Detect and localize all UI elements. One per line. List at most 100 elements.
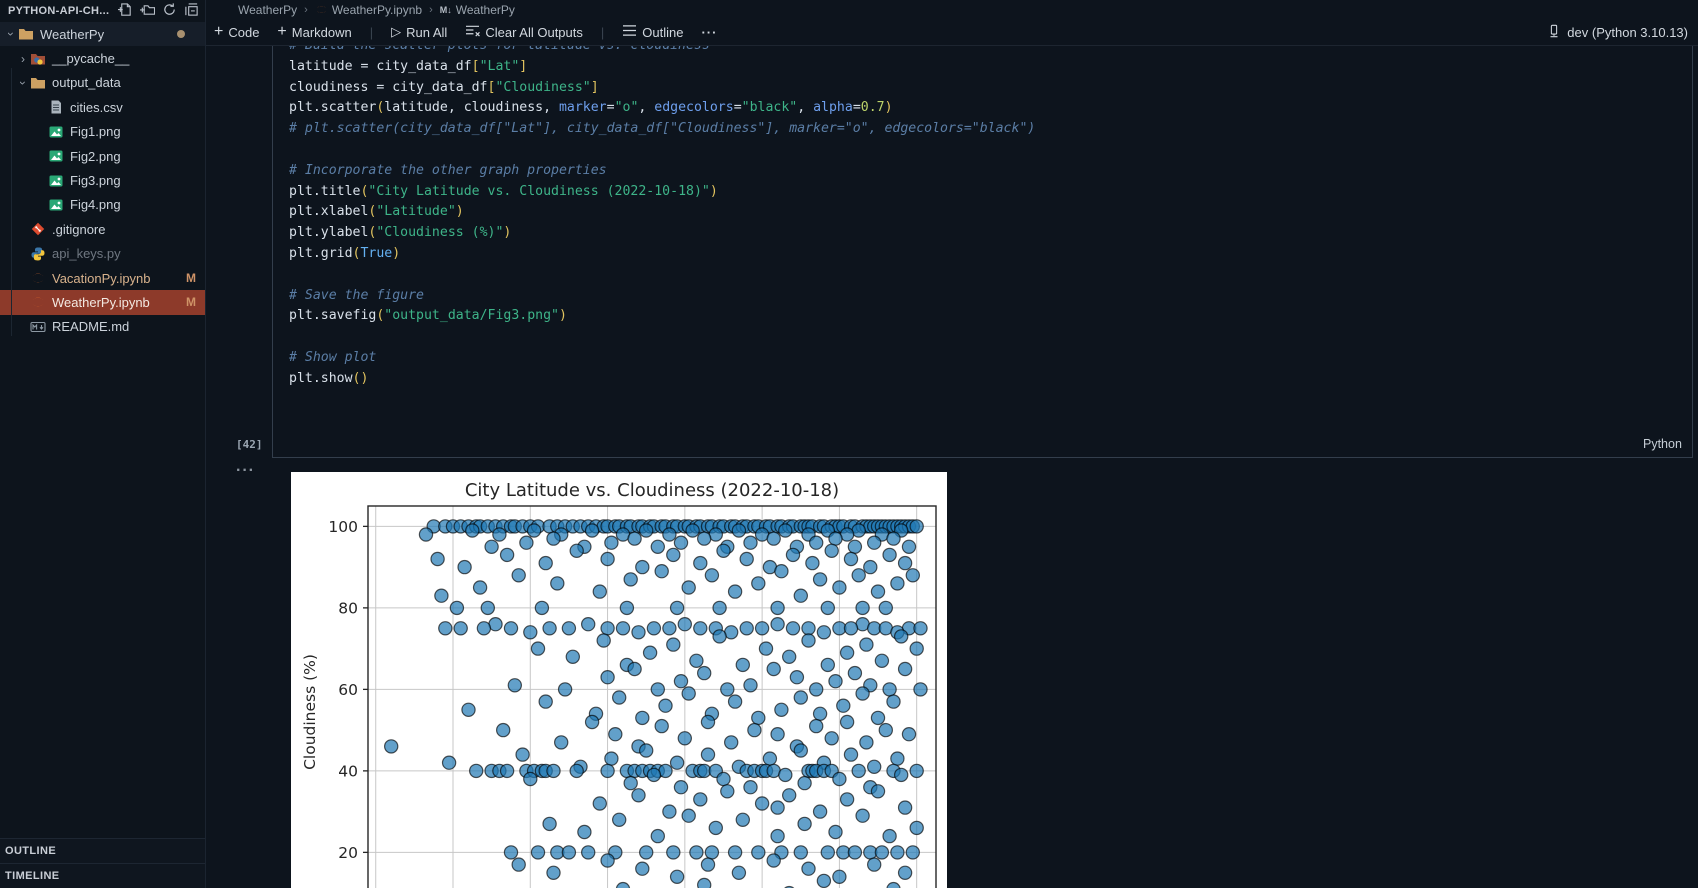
csv-icon xyxy=(48,99,65,115)
collapse-all-icon[interactable] xyxy=(184,2,199,17)
modified-badge: M xyxy=(186,271,196,286)
new-file-icon[interactable] xyxy=(118,2,133,17)
svg-text:60: 60 xyxy=(338,681,358,699)
code-line: plt.title("City Latitude vs. Cloudiness … xyxy=(289,183,718,199)
add-code-label: Code xyxy=(228,24,260,40)
svg-text:20: 20 xyxy=(338,844,358,862)
file-tree-item-fig2-png[interactable]: Fig2.png xyxy=(0,144,205,168)
file-tree-item-weatherpy-ipynb[interactable]: WeatherPy.ipynb M xyxy=(0,290,205,315)
code-line: plt.scatter(latitude, cloudiness, marker… xyxy=(289,100,893,116)
code-line: # plt.scatter(city_data_df["Lat"], city_… xyxy=(289,121,1036,137)
jupyter-icon xyxy=(30,270,47,286)
image-icon xyxy=(48,173,65,189)
file-label: README.md xyxy=(52,319,130,335)
add-markdown-label: Markdown xyxy=(291,24,352,40)
code-line: cloudiness = city_data_df["Cloudiness"] xyxy=(289,79,599,95)
code-cell-editor[interactable]: # Build the scatter plots for latitude v… xyxy=(289,36,1035,390)
file-label: .gitignore xyxy=(52,221,106,237)
indent-guide xyxy=(11,68,12,336)
file-label: Fig2.png xyxy=(70,148,121,164)
file-tree-item-readme-md[interactable]: README.md xyxy=(0,315,205,339)
file-tree-item-api-keys-py[interactable]: api_keys.py xyxy=(0,242,205,266)
plus-icon: + xyxy=(214,23,224,40)
markdown-symbol-icon: M↓ xyxy=(439,4,452,15)
toolbar-divider: | xyxy=(600,24,605,40)
clear-outputs-label: Clear All Outputs xyxy=(485,24,583,40)
jupyter-notebook-icon xyxy=(315,3,328,16)
file-label: output_data xyxy=(52,75,121,91)
execution-count: [42] xyxy=(236,438,263,451)
timeline-section-header[interactable]: TIMELINE xyxy=(0,863,205,888)
file-tree-item--gitignore[interactable]: .gitignore xyxy=(0,217,205,241)
file-tree: › WeatherPy › __pycache__ › output_data cities… xyxy=(0,22,205,339)
notebook-toolbar: + Code + Markdown | ▷ Run All Clear All … xyxy=(206,19,1698,46)
file-label: VacationPy.ipynb xyxy=(52,270,151,286)
jupyter-icon xyxy=(30,294,47,310)
new-folder-icon[interactable] xyxy=(140,2,155,17)
file-tree-item-weatherpy[interactable]: › WeatherPy xyxy=(0,22,205,47)
file-tree-item-output-data[interactable]: › output_data xyxy=(0,71,205,95)
image-icon xyxy=(48,124,65,140)
breadcrumb-separator: › xyxy=(304,3,308,16)
outline-label: Outline xyxy=(642,24,684,40)
add-markdown-cell-button[interactable]: + Markdown xyxy=(277,24,351,40)
code-line: plt.show() xyxy=(289,370,369,386)
markdown-icon xyxy=(30,319,47,335)
notebook-editor: WeatherPy › WeatherPy.ipynb › M↓ Weather… xyxy=(206,0,1698,888)
svg-text:City Latitude vs. Cloudiness (: City Latitude vs. Cloudiness (2022-10-18… xyxy=(465,480,839,501)
folder-icon xyxy=(18,26,35,42)
breadcrumb-file[interactable]: WeatherPy.ipynb xyxy=(331,2,423,17)
svg-text:100: 100 xyxy=(328,518,358,536)
run-all-label: Run All xyxy=(406,24,448,40)
plus-icon: + xyxy=(277,23,287,40)
file-tree-item-fig4-png[interactable]: Fig4.png xyxy=(0,193,205,217)
modified-badge: M xyxy=(186,295,196,310)
chevron-right-icon: › xyxy=(21,51,25,66)
folder-status-dot xyxy=(177,30,185,39)
explorer-header: PYTHON-API-CH... xyxy=(0,0,205,22)
kernel-picker[interactable]: dev (Python 3.10.13) xyxy=(1547,19,1688,46)
breadcrumb-separator: › xyxy=(429,3,433,16)
breadcrumb-folder[interactable]: WeatherPy xyxy=(238,2,298,17)
svg-text:Cloudiness (%): Cloudiness (%) xyxy=(301,654,319,770)
file-tree-item-vacationpy-ipynb[interactable]: VacationPy.ipynb M xyxy=(0,266,205,290)
clear-all-outputs-button[interactable]: Clear All Outputs xyxy=(465,24,583,40)
svg-text:80: 80 xyxy=(338,599,358,617)
chevron-down-icon: › xyxy=(16,80,30,85)
file-tree-item-fig3-png[interactable]: Fig3.png xyxy=(0,168,205,192)
outline-section-header[interactable]: OUTLINE xyxy=(0,838,205,863)
kernel-icon xyxy=(1547,24,1561,41)
code-line: plt.savefig("output_data/Fig3.png") xyxy=(289,308,567,324)
python-icon xyxy=(30,246,47,262)
code-line xyxy=(289,265,1035,286)
image-icon xyxy=(48,148,65,164)
folder-python-icon xyxy=(30,51,47,67)
add-code-cell-button[interactable]: + Code xyxy=(214,24,259,40)
file-tree-item-cities-csv[interactable]: cities.csv xyxy=(0,95,205,119)
file-tree-item--pycache-[interactable]: › __pycache__ xyxy=(0,46,205,70)
run-all-icon: ▷ xyxy=(391,24,402,39)
outline-button[interactable]: Outline xyxy=(622,24,683,40)
refresh-icon[interactable] xyxy=(162,2,177,17)
file-label: Fig3.png xyxy=(70,173,121,189)
file-tree-item-fig1-png[interactable]: Fig1.png xyxy=(0,120,205,144)
git-icon xyxy=(30,221,47,237)
matplotlib-figure-output: 020406080100City Latitude vs. Cloudiness… xyxy=(291,472,947,888)
kernel-label: dev (Python 3.10.13) xyxy=(1567,25,1688,40)
run-all-button[interactable]: ▷ Run All xyxy=(391,24,447,40)
cell-language-picker[interactable]: Python xyxy=(1643,437,1682,451)
file-label: Fig4.png xyxy=(70,197,121,213)
breadcrumb-section[interactable]: WeatherPy xyxy=(455,2,515,17)
file-label: WeatherPy.ipynb xyxy=(52,294,150,310)
output-options-button[interactable]: ··· xyxy=(236,462,255,479)
file-label: WeatherPy xyxy=(40,26,105,42)
explorer-folder-title: PYTHON-API-CH... xyxy=(8,5,110,17)
code-line xyxy=(289,327,1035,348)
outline-icon xyxy=(622,24,637,40)
timeline-section-label: TIMELINE xyxy=(5,870,60,882)
more-actions-button[interactable]: ··· xyxy=(701,24,718,40)
outline-section-label: OUTLINE xyxy=(5,845,57,857)
clear-outputs-icon xyxy=(465,24,481,40)
explorer-sidebar: PYTHON-API-CH... › WeatherPy › __pycache__ ›… xyxy=(0,0,206,888)
